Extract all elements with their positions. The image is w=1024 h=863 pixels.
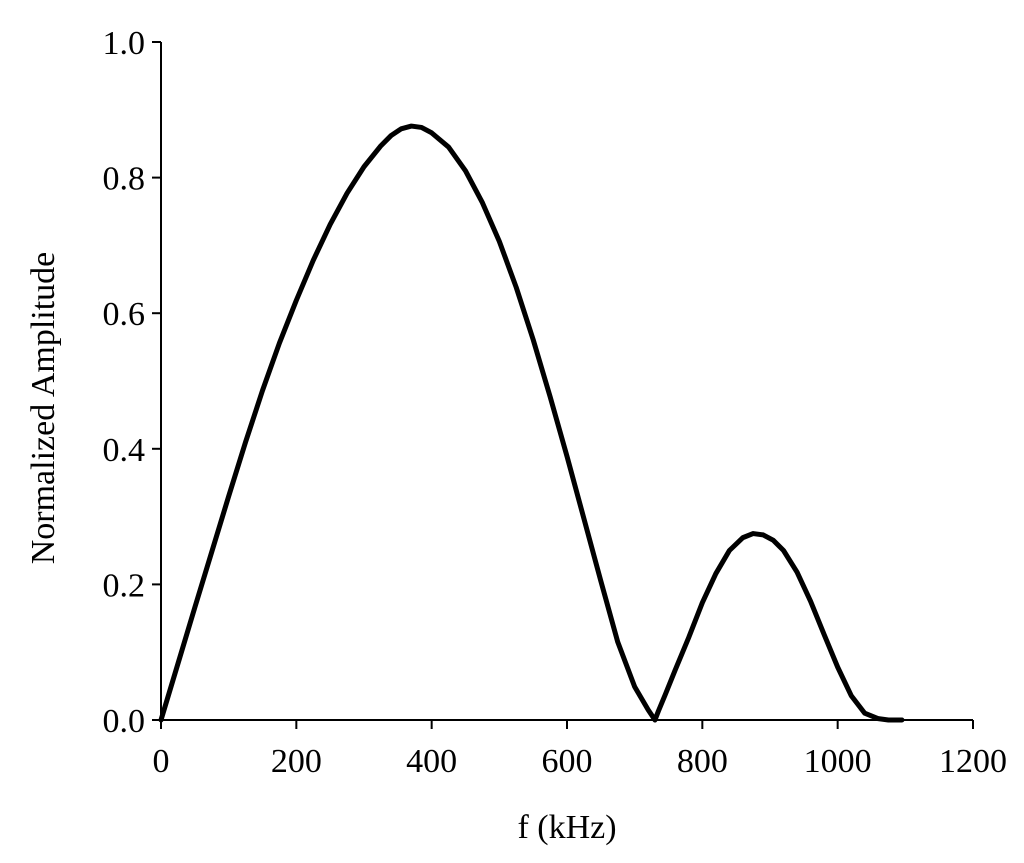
y-tick-label: 0.8 — [103, 161, 146, 198]
y-tick-label: 0.0 — [103, 703, 146, 740]
x-tick-label: 0 — [153, 743, 170, 780]
x-tick-label: 600 — [542, 743, 593, 780]
series-layer — [158, 123, 905, 723]
x-tick-label: 1000 — [804, 743, 872, 780]
x-tick-label: 400 — [406, 743, 457, 780]
y-tick-label: 1.0 — [103, 25, 146, 62]
y-tick-label: 0.4 — [103, 432, 146, 469]
x-tick-label: 1200 — [939, 743, 1007, 780]
x-axis-ticks: 0 200 400 600 800 1000 1200 — [153, 720, 1007, 780]
x-tick-label: 800 — [677, 743, 728, 780]
y-tick-label: 0.6 — [103, 296, 146, 333]
series-line — [158, 123, 905, 723]
y-axis-title: Normalized Amplitude — [25, 252, 62, 565]
x-axis-title: f (kHz) — [517, 809, 616, 846]
y-tick-label: 0.2 — [103, 567, 146, 604]
x-tick-label: 200 — [271, 743, 322, 780]
y-axis-ticks: 0.0 0.2 0.4 0.6 0.8 1.0 — [103, 25, 161, 740]
chart-axes — [160, 42, 973, 721]
